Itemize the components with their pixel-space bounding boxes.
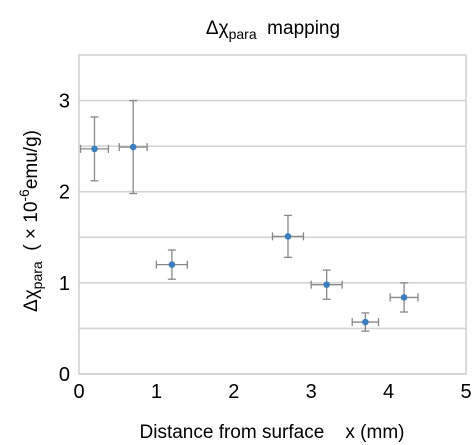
y-tick-label: 3 [59,91,70,113]
y-axis-label-middle: ( × 10 [21,202,42,262]
data-point-group [310,269,343,300]
chart-title-suffix: mapping [257,18,340,39]
y-axis-label-prefix: Δχ [21,289,42,312]
data-point [323,281,330,288]
data-point-group [389,282,419,313]
x-tick-label: 1 [151,381,162,403]
x-tick-label: 4 [383,381,394,403]
chart-title-subscript: para [229,26,257,42]
data-points [79,99,419,332]
x-axis-label: Distance from surface x (mm) [140,422,405,443]
y-tick-label: 2 [59,182,70,204]
x-tick-label: 3 [306,381,317,403]
x-tick-label: 0 [73,381,84,403]
chart-title: Δχpara mapping [206,18,340,42]
data-point [91,145,98,153]
x-tick-label: 5 [460,381,471,403]
y-axis-label-suffix: emu/g) [21,130,42,189]
y-axis-label-superscript: -6 [16,189,32,202]
y-axis-label-subscript: para [29,261,45,289]
data-point [168,261,176,268]
data-point [129,143,137,151]
y-tick-label: 0 [59,364,70,386]
y-tick-label: 1 [59,273,70,295]
data-point-group [79,116,110,182]
plot-frame [78,54,467,375]
data-point-group [271,214,305,258]
chart-title-prefix: Δχ [206,18,229,39]
x-axis-ticks: 0 1 2 3 4 5 [73,381,471,403]
y-axis-ticks: 0 1 2 3 [59,91,70,386]
data-point [362,318,369,326]
data-point-group [118,99,148,195]
data-point-group [351,312,380,332]
data-point [400,294,408,301]
data-point-group [155,249,189,280]
y-axis-label: Δχpara ( × 10-6emu/g) [16,130,45,312]
data-point [284,233,292,240]
x-tick-label: 2 [228,381,239,403]
